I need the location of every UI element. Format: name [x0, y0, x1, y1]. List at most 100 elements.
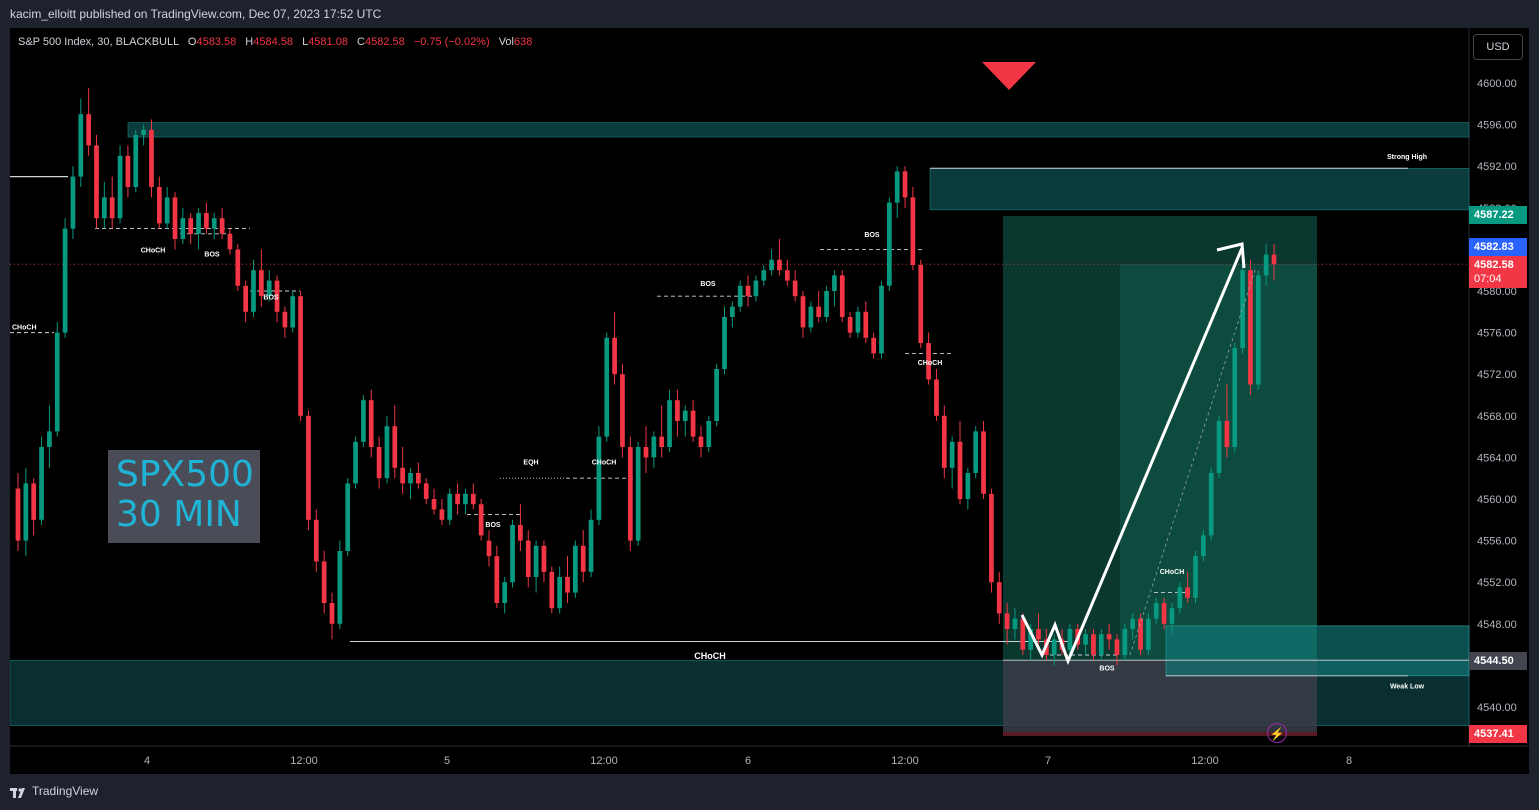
position-stop-edge — [1003, 731, 1317, 736]
candle — [706, 421, 712, 447]
candle — [1051, 639, 1057, 655]
lightning-icon[interactable]: ⚡ — [1267, 723, 1287, 743]
structure-label: CHoCH — [1160, 569, 1185, 576]
candle — [737, 285, 743, 307]
candle — [321, 561, 327, 603]
candle — [651, 436, 657, 458]
candle — [690, 410, 696, 437]
candle — [1020, 618, 1026, 650]
ohlc-legend: S&P 500 Index, 30, BLACKBULL O4583.58 H4… — [18, 36, 532, 48]
candle — [1114, 639, 1120, 655]
structure-label: CHoCH — [141, 248, 166, 255]
low-value: 4581.08 — [308, 36, 348, 48]
time-tick-label: 12:00 — [290, 755, 318, 767]
candle — [855, 311, 861, 333]
time-tick-label: 4 — [144, 755, 150, 767]
price-tick-label: 4556.00 — [1477, 536, 1517, 548]
candle — [675, 400, 680, 421]
candle — [384, 426, 390, 479]
candle — [1169, 608, 1175, 624]
candle — [698, 436, 704, 447]
candle — [156, 187, 162, 224]
candle — [981, 431, 986, 494]
candle — [141, 129, 146, 135]
candle — [784, 270, 790, 281]
volume-value: 638 — [514, 36, 533, 48]
time-tick-label: 7 — [1045, 755, 1051, 767]
candle — [949, 441, 955, 468]
candle — [753, 280, 759, 297]
candle — [313, 519, 319, 562]
candle — [1224, 421, 1230, 447]
candle — [486, 540, 492, 557]
candle — [1091, 634, 1096, 655]
candle — [172, 197, 178, 239]
chart-pane[interactable]: 4600.004596.004592.004588.004584.004580.… — [10, 28, 1529, 774]
price-tick-label: 4552.00 — [1477, 577, 1517, 589]
time-tick-label: 12:00 — [891, 755, 919, 767]
time-tick-label: 12:00 — [590, 755, 618, 767]
price-tick-label: 4580.00 — [1477, 286, 1517, 298]
candle — [78, 114, 84, 177]
structure-label: BOS — [485, 522, 501, 529]
last-price-badge: 4582.58 — [1469, 256, 1527, 274]
weak-low-zone — [1165, 625, 1470, 677]
change-value: −0.75 (−0.02%) — [413, 36, 490, 48]
arrow-head — [1216, 242, 1246, 269]
candle — [455, 493, 460, 505]
structure-label: BOS — [263, 294, 279, 301]
candle — [376, 447, 382, 479]
candle — [894, 171, 900, 203]
candle — [23, 483, 29, 541]
candle — [729, 306, 735, 317]
candle — [149, 129, 154, 187]
candle — [1161, 603, 1167, 624]
candle — [282, 311, 288, 328]
candle — [572, 545, 578, 593]
candle — [86, 114, 92, 146]
high-value: 4584.58 — [253, 36, 293, 48]
time-tick-label: 6 — [745, 755, 751, 767]
structure-label: CHoCH — [12, 324, 37, 331]
watermark-box: SPX500 30 MIN — [108, 450, 260, 543]
candle — [447, 493, 453, 520]
candle — [180, 218, 186, 239]
candle — [306, 415, 311, 520]
candle — [518, 525, 523, 541]
price-chart[interactable]: 4600.004596.004592.004588.004584.004580.… — [10, 28, 1529, 774]
candle — [934, 379, 939, 416]
candle — [329, 603, 335, 624]
currency-button[interactable]: USD — [1473, 34, 1523, 60]
time-tick-label: 5 — [444, 755, 450, 767]
candle — [832, 275, 837, 291]
candle — [800, 296, 806, 328]
candle — [211, 218, 217, 229]
symbol-title[interactable]: S&P 500 Index, 30, BLACKBULL — [18, 36, 179, 48]
price-tick-label: 4560.00 — [1477, 494, 1517, 506]
candle — [266, 280, 272, 297]
candle — [219, 218, 225, 234]
candle — [549, 571, 555, 609]
bar-countdown: 07:04 — [1469, 270, 1527, 288]
weak-low-label: Weak Low — [1390, 683, 1425, 690]
candle — [620, 374, 625, 447]
candle — [62, 228, 68, 333]
candle — [1200, 535, 1206, 557]
candle — [902, 171, 908, 198]
candle — [188, 218, 194, 234]
candle — [502, 582, 508, 603]
candle — [1138, 618, 1143, 650]
candle — [353, 441, 358, 484]
candle — [204, 213, 209, 229]
strong-high-label: Strong High — [1387, 154, 1427, 161]
candle — [1083, 634, 1088, 645]
candle — [635, 447, 641, 541]
structure-label: BOS — [204, 252, 220, 259]
candle — [973, 431, 979, 473]
candle — [863, 311, 869, 338]
candle — [494, 556, 500, 603]
target-price-badge: 4587.22 — [1469, 206, 1527, 224]
candle — [1004, 613, 1010, 629]
high-label: H — [245, 36, 254, 48]
candle — [345, 483, 351, 551]
